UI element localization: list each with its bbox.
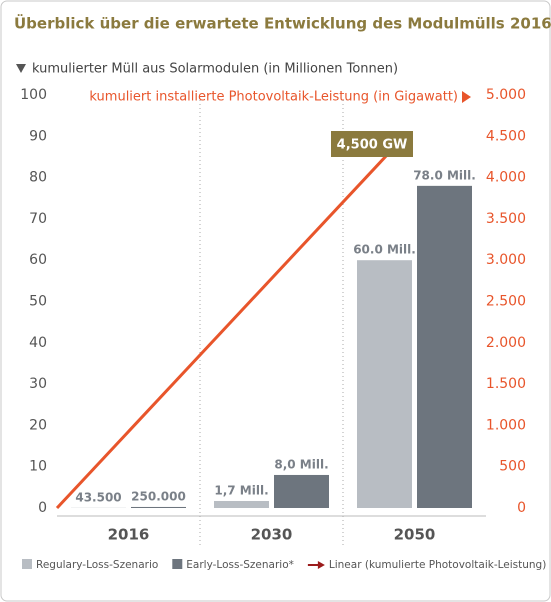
y-tick-label: 50 <box>29 294 47 310</box>
y2-tick-label: 4.500 <box>486 128 526 144</box>
legend-label: Linear (kumulierte Photovoltaik-Leistung… <box>329 559 546 571</box>
y-tick-label: 90 <box>29 128 47 144</box>
y2-tick-label: 3.000 <box>486 252 526 268</box>
y-tick-label: 40 <box>29 335 47 351</box>
x-tick-label: 2050 <box>394 526 436 544</box>
y-tick-label: 70 <box>29 211 47 227</box>
y-tick-label: 100 <box>20 87 47 103</box>
y-tick-label: 10 <box>29 459 47 475</box>
legend-label: Regulary-Loss-Szenario <box>36 559 158 571</box>
value-label: 78.0 Mill. <box>413 168 476 182</box>
y-axis-marker <box>16 64 26 73</box>
annotation: 4,500 GW <box>337 138 408 153</box>
legend-swatch <box>172 559 183 569</box>
y-tick-label: 30 <box>29 376 47 392</box>
bar <box>214 500 269 508</box>
y2-tick-label: 0 <box>517 500 526 516</box>
y-tick-label: 20 <box>29 417 47 433</box>
value-label: 1,7 Mill. <box>214 483 268 497</box>
value-label: 43.500 <box>75 490 121 504</box>
x-tick-label: 2016 <box>108 526 150 544</box>
y-axis-label: kumulierter Müll aus Solarmodulen (in Mi… <box>32 62 398 77</box>
y2-tick-label: 1.500 <box>486 376 526 392</box>
y2-tick-label: 2.000 <box>486 335 526 351</box>
y2-axis-marker <box>462 91 471 103</box>
trend-line <box>55 135 406 510</box>
legend-swatch <box>22 559 32 569</box>
y2-tick-label: 1.000 <box>486 417 526 433</box>
bar <box>357 260 412 508</box>
y-tick-label: 80 <box>29 170 47 186</box>
y2-tick-label: 3.500 <box>486 211 526 227</box>
y2-axis-label: kumuliert installierte Photovoltaik-Leis… <box>89 90 458 105</box>
bar <box>274 474 329 508</box>
legend-arrow <box>317 561 325 569</box>
y2-tick-label: 4.000 <box>486 170 526 186</box>
y-tick-label: 60 <box>29 252 47 268</box>
value-label: 250.000 <box>131 489 186 503</box>
bar <box>131 506 186 508</box>
value-label: 8,0 Mill. <box>274 457 328 471</box>
y2-tick-label: 5.000 <box>486 87 526 103</box>
bar <box>417 185 472 509</box>
legend-label: Early-Loss-Szenario* <box>186 559 294 571</box>
annotation-box <box>331 131 413 157</box>
value-label: 60.0 Mill. <box>353 243 416 257</box>
y2-tick-label: 2.500 <box>486 294 526 310</box>
y2-tick-label: 500 <box>499 459 526 475</box>
x-tick-label: 2030 <box>251 526 293 544</box>
chart-title: Überblick über die erwartete Entwicklung… <box>14 14 551 33</box>
y-tick-label: 0 <box>38 500 47 516</box>
